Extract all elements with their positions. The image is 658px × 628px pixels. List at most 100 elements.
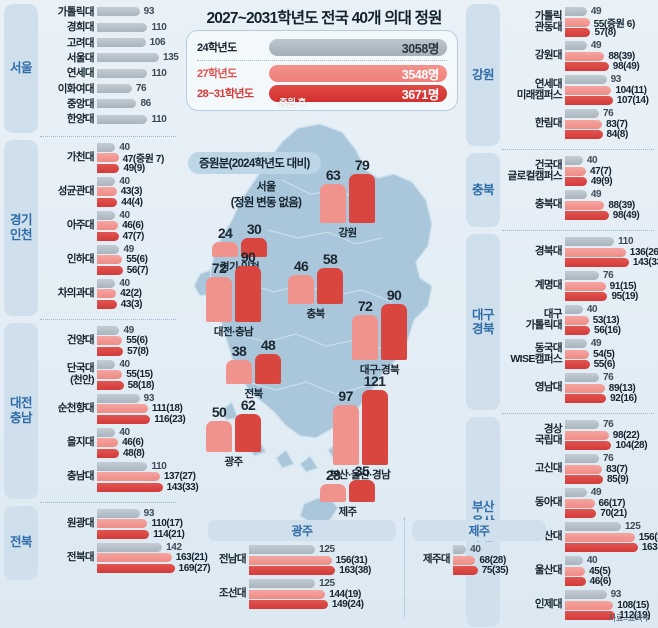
bar-24-bar xyxy=(97,427,116,437)
university-row[interactable]: 충북대 49 88(39) 98(49) xyxy=(504,189,654,221)
university-row[interactable]: 가톨릭 관동대 49 55(증원 6) 57(8) xyxy=(504,6,654,38)
bar-24-bar xyxy=(565,339,587,348)
university-row[interactable]: 연세대 110 xyxy=(42,67,178,79)
university-row[interactable]: 차의과대 40 42(2) 43(3) xyxy=(42,278,176,310)
bar-2831: 143(33) xyxy=(565,257,658,268)
university-name: 차의과대 xyxy=(57,286,95,299)
region-label-경기-인천[interactable]: 경기 인천 xyxy=(4,139,38,316)
summary-bar-27: 3548명 xyxy=(269,64,447,82)
region-label-강원[interactable]: 강원 xyxy=(466,4,500,146)
bar-2831-bar xyxy=(249,600,328,609)
university-row[interactable]: 한양대 110 xyxy=(42,113,178,125)
bar-2831-bar xyxy=(565,360,590,369)
map-marker-shape-27 xyxy=(206,277,232,322)
region-label-충북[interactable]: 충북 xyxy=(466,153,500,227)
university-name: 동아대 xyxy=(534,496,563,509)
bar-24-bar xyxy=(97,325,120,335)
university-row[interactable]: 울산대 40 45(5) 46(6) xyxy=(504,555,658,587)
region-label-대전-충남[interactable]: 대전 충남 xyxy=(4,322,38,499)
region-block-강원: 강원 가톨릭 관동대 49 55(증원 6) 57(8) 강원대 49 88(39) 98(49… xyxy=(466,4,654,146)
university-row[interactable]: 가천대 40 47(증원 7) 49(9) xyxy=(42,142,176,174)
map-marker-bar-2831: 90 xyxy=(235,250,261,322)
university-row[interactable]: 대구 가톨릭대 40 53(13) 56(16) xyxy=(504,304,658,336)
bar-24-value: 93 xyxy=(610,589,622,600)
bar-24: 40 xyxy=(565,304,658,315)
bar-24-value: 110 xyxy=(618,236,634,247)
university-row[interactable]: 단국대 (천안) 40 55(15) 58(18) xyxy=(42,359,198,391)
university-row[interactable]: 전남대 125 156(31) 163(38) xyxy=(208,544,396,576)
university-bars: 76 91(15) 95(19) xyxy=(565,270,658,302)
region-body: 건양대 49 55(6) 57(8) 단국대 (천안) 40 55(15) 58(18) 순천향… xyxy=(38,323,199,499)
university-row[interactable]: 이화여대 76 xyxy=(42,83,178,95)
bar-27: 163(21) xyxy=(97,552,210,563)
university-row[interactable]: 인제대 93 108(15) 112(19) xyxy=(504,589,658,621)
university-row[interactable]: 을지대 40 46(6) 48(8) xyxy=(42,426,198,459)
bar-2831-bar xyxy=(565,292,608,301)
bar-24-bar xyxy=(97,542,163,552)
university-row[interactable]: 성균관대 40 43(3) 44(4) xyxy=(42,176,176,208)
university-row[interactable]: 순천향대 93 111(18) 116(23) xyxy=(42,393,198,425)
bar-27: 68(28) xyxy=(453,555,546,566)
bar-2831-bar xyxy=(97,482,163,492)
university-row[interactable]: 서울대 135 xyxy=(42,52,179,64)
bar-27: 54(5) xyxy=(565,349,658,360)
university-row[interactable]: 제주대 40 68(28) 75(35) xyxy=(412,544,546,576)
region-label-대구-경북[interactable]: 대구 경북 xyxy=(466,234,500,410)
university-row[interactable]: 중앙대 86 xyxy=(42,98,178,110)
map-marker-bar-27: 97 xyxy=(332,389,359,466)
bar-24: 76 xyxy=(565,372,658,383)
university-row[interactable]: 영남대 76 89(13) 92(16) xyxy=(504,372,658,404)
university-row[interactable]: 가톨릭대 93 xyxy=(42,6,178,18)
university-row[interactable]: 동아대 49 66(17) 70(21) xyxy=(504,487,658,519)
university-row[interactable]: 건양대 49 55(6) 57(8) xyxy=(42,325,198,357)
university-row[interactable]: 한림대 76 83(7) 84(8) xyxy=(504,108,654,140)
bar-2831: 75(35) xyxy=(453,565,546,576)
university-row[interactable]: 조선대 125 144(19) 149(24) xyxy=(208,578,396,610)
region-separator xyxy=(40,501,176,503)
bar-24: 110 xyxy=(97,114,178,125)
region-label-서울[interactable]: 서울 xyxy=(4,4,38,133)
university-bars: 49 55(6) 56(7) xyxy=(97,244,176,276)
bar-24-bar xyxy=(97,176,116,186)
region-separator xyxy=(502,230,654,231)
university-row[interactable]: 강원대 49 88(39) 98(49) xyxy=(504,40,654,72)
university-bars: 40 47(증원 7) 49(9) xyxy=(97,142,176,174)
university-row[interactable]: 경희대 110 xyxy=(42,21,178,33)
bar-27-value: 144(19) xyxy=(329,588,361,600)
bar-24-value: 40 xyxy=(119,426,130,438)
university-row[interactable]: 전북대 142 163(21) 169(27) xyxy=(42,542,211,574)
university-row[interactable]: 인하대 49 55(6) 56(7) xyxy=(42,244,176,276)
bar-24: 125 xyxy=(565,521,658,532)
university-row[interactable]: 아주대 40 46(6) 47(7) xyxy=(42,210,176,242)
map-marker-bar-27: 72 xyxy=(206,261,232,322)
university-row[interactable]: 고신대 76 83(7) 85(9) xyxy=(504,453,658,485)
university-bars: 76 98(22) 104(28) xyxy=(565,419,658,451)
university-row[interactable]: 동국대 WISE캠퍼스 49 54(5) 55(6) xyxy=(504,338,658,370)
university-row[interactable]: 계명대 76 91(15) 95(19) xyxy=(504,270,658,302)
bar-2831-bar xyxy=(97,563,175,573)
bar-27-value: 156(31) xyxy=(638,531,658,543)
bar-24-value: 125 xyxy=(319,578,335,589)
bar-27-value: 156(31) xyxy=(335,554,368,566)
bar-2831-value: 85(9) xyxy=(607,474,629,485)
region-block-부산-울산-경남: 부산 울산 경남경상 국립대7698(22)104(28)고신대7683(7)8… xyxy=(466,417,658,627)
university-name: 충북대 xyxy=(534,198,563,211)
university-row[interactable]: 원광대 93 110(17) 114(21) xyxy=(42,508,210,540)
region-separator xyxy=(502,413,654,414)
bar-27: 55(6) xyxy=(97,335,198,346)
university-row[interactable]: 연세대 미래캠퍼스 93 104(11) 107(14) xyxy=(504,74,654,106)
region-label-전북[interactable]: 전북 xyxy=(4,505,38,580)
bar-2831-value: 43(3) xyxy=(120,298,143,310)
bottom-panel-header-제주[interactable]: 제주 xyxy=(412,520,546,541)
bar-2831-value: 70(21) xyxy=(600,508,627,519)
university-row[interactable]: 건국대 글로컬캠퍼스 40 47(7) 49(9) xyxy=(504,155,654,187)
university-row[interactable]: 충남대 110 137(27) 143(33) xyxy=(42,461,199,493)
university-row[interactable]: 경상 국립대 76 98(22) 104(28) xyxy=(504,419,658,451)
bar-24-bar xyxy=(565,373,599,382)
bar-24-bar xyxy=(565,271,599,280)
bottom-panel-header-광주[interactable]: 광주 xyxy=(208,520,396,541)
university-row[interactable]: 고려대 106 xyxy=(42,37,178,49)
bar-27-bar xyxy=(565,464,603,474)
